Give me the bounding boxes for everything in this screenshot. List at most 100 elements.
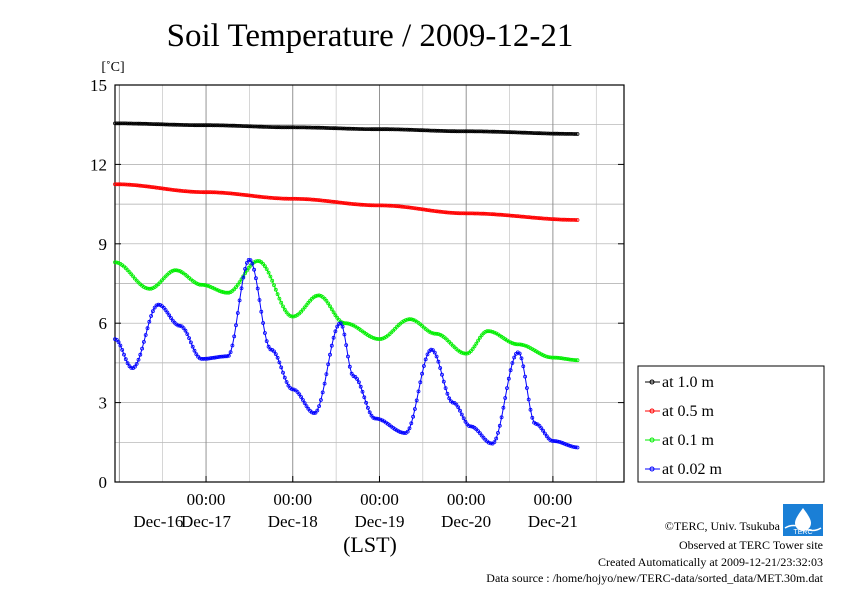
data-point xyxy=(172,188,177,193)
data-point xyxy=(497,423,502,428)
data-point xyxy=(418,207,423,211)
data-point xyxy=(253,194,258,199)
data-point xyxy=(178,188,182,193)
data-point xyxy=(414,398,419,403)
data-point xyxy=(528,407,533,412)
data-point xyxy=(436,209,441,214)
data-point xyxy=(134,121,139,126)
data-point xyxy=(190,344,195,349)
data-point xyxy=(338,126,343,131)
data-point xyxy=(505,386,509,391)
data-point xyxy=(197,356,202,361)
data-point xyxy=(411,206,416,210)
legend: at 1.0 m at 0.5 m at 0.1 m at 0.02 m xyxy=(637,365,825,483)
data-point xyxy=(333,126,338,131)
data-point xyxy=(364,400,369,405)
data-point xyxy=(272,125,276,129)
data-point xyxy=(465,351,470,356)
data-point xyxy=(113,260,117,265)
data-point xyxy=(570,444,574,449)
data-point xyxy=(176,323,181,328)
data-point xyxy=(575,132,580,136)
data-point xyxy=(311,411,316,416)
data-point xyxy=(331,310,336,315)
data-point xyxy=(250,261,255,266)
data-point xyxy=(468,424,473,429)
data-point xyxy=(472,129,477,134)
data-point xyxy=(463,419,468,424)
data-point xyxy=(362,127,367,132)
data-point xyxy=(467,129,472,134)
data-point xyxy=(564,131,569,136)
data-point xyxy=(208,356,213,361)
data-point xyxy=(335,126,340,131)
data-point xyxy=(290,387,294,392)
data-point xyxy=(300,197,305,201)
legend-marker xyxy=(649,379,655,385)
data-point xyxy=(284,380,289,384)
data-point xyxy=(570,357,574,362)
data-point xyxy=(425,208,430,213)
data-point xyxy=(326,362,331,367)
data-point xyxy=(252,194,257,199)
data-point xyxy=(116,121,121,126)
data-point xyxy=(409,421,414,426)
data-point xyxy=(143,184,148,189)
data-point xyxy=(488,329,493,334)
data-point xyxy=(225,290,229,295)
data-point xyxy=(253,259,258,264)
data-point xyxy=(304,197,309,202)
data-point xyxy=(299,197,304,201)
data-point xyxy=(272,283,276,288)
data-point xyxy=(564,357,569,361)
data-point xyxy=(333,329,338,334)
data-point xyxy=(505,130,509,135)
data-point xyxy=(125,361,130,366)
data-point xyxy=(293,196,298,201)
data-point xyxy=(337,200,341,205)
data-point xyxy=(517,214,522,219)
data-point xyxy=(461,129,466,134)
data-point xyxy=(506,213,511,218)
data-point xyxy=(259,124,264,129)
data-point xyxy=(396,127,401,132)
data-point xyxy=(324,199,329,203)
data-point xyxy=(152,305,157,310)
data-point xyxy=(517,351,522,356)
data-point xyxy=(447,210,452,215)
data-point xyxy=(201,282,206,287)
data-point xyxy=(402,204,406,209)
data-point xyxy=(145,122,150,126)
data-point xyxy=(118,182,123,187)
data-point xyxy=(403,318,408,323)
data-point xyxy=(217,190,222,195)
data-point xyxy=(246,257,251,262)
data-point xyxy=(134,183,139,188)
data-point xyxy=(272,349,276,354)
data-point xyxy=(412,407,417,411)
data-point xyxy=(243,193,248,197)
data-point xyxy=(421,207,426,212)
x-tick-date-label: Dec-20 xyxy=(441,512,491,531)
data-point xyxy=(358,127,363,131)
data-point xyxy=(349,322,354,327)
data-point xyxy=(163,122,168,127)
data-point xyxy=(543,216,547,221)
data-point xyxy=(371,415,376,420)
data-point xyxy=(149,185,154,189)
data-point xyxy=(351,202,356,207)
data-point xyxy=(393,204,397,208)
data-point xyxy=(440,209,444,214)
data-point xyxy=(523,343,527,348)
series-at-1-0-m xyxy=(113,121,580,136)
data-point xyxy=(562,441,567,446)
data-point xyxy=(201,356,206,361)
series-at-0-02-m xyxy=(113,257,580,450)
data-point xyxy=(553,439,558,444)
data-point xyxy=(237,298,242,303)
data-point xyxy=(510,341,515,346)
data-point xyxy=(550,438,555,443)
data-point xyxy=(443,386,448,391)
data-point xyxy=(244,260,249,265)
